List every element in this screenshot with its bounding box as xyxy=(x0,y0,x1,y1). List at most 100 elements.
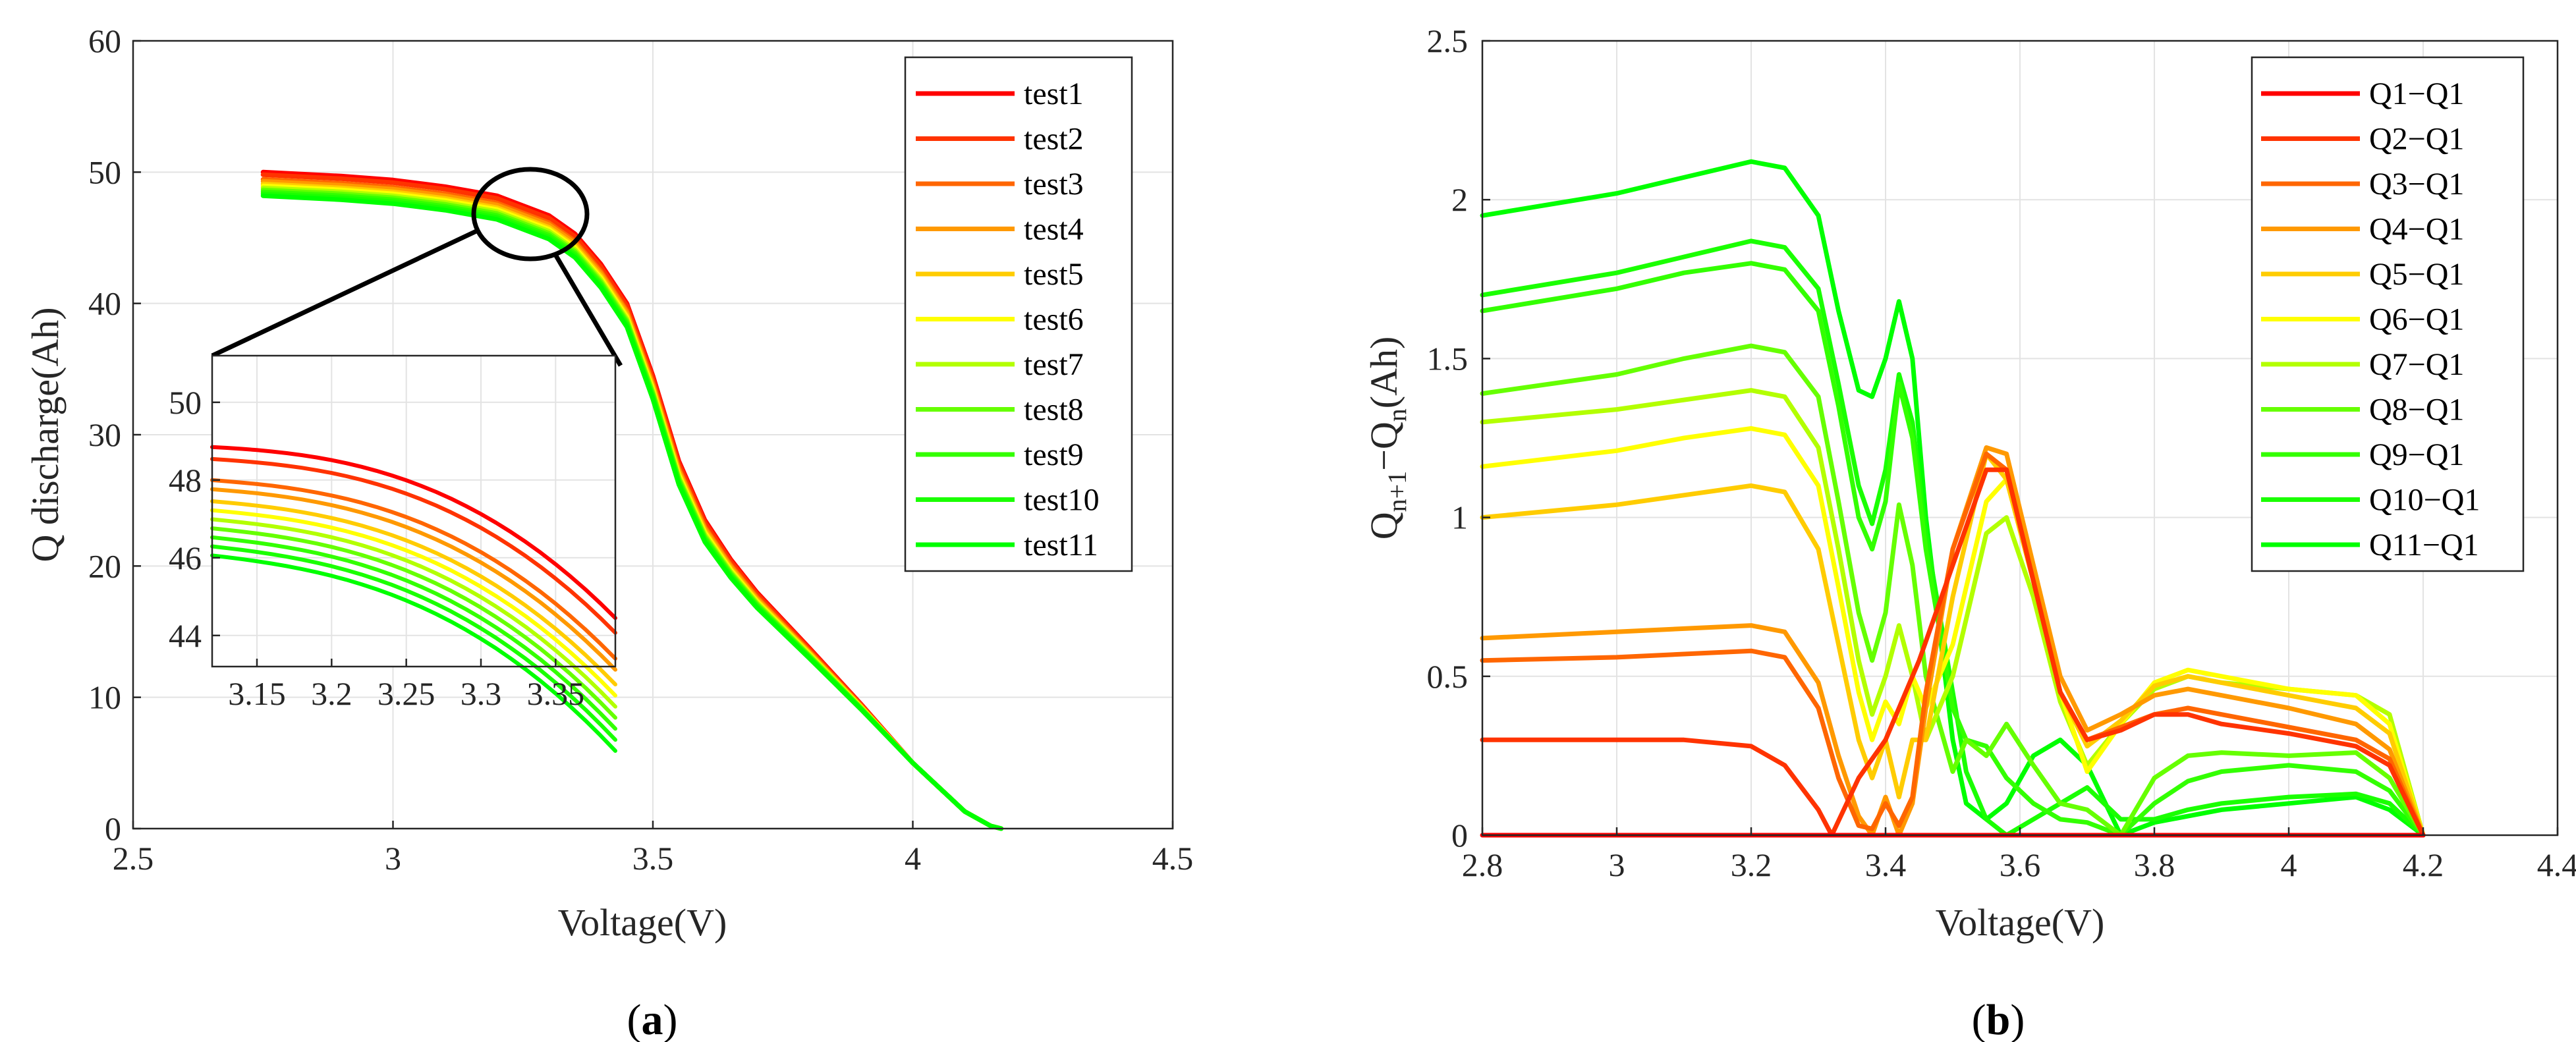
panel-b-legend-box xyxy=(2251,56,2525,572)
panel-a-ylabel: Q discharge(Ah) xyxy=(24,307,67,562)
inset-xtick-label: 3.25 xyxy=(378,675,435,712)
panel-b-xtick-label: 3.4 xyxy=(1865,846,1907,883)
panel-a-series-line xyxy=(260,193,1004,831)
legend-label: Q6−Q1 xyxy=(2369,302,2464,337)
panel-b-series-line xyxy=(1480,238,2426,838)
inset-zoom-plot: 3.15 3.2 3.25 3.3 3.35 44 46 48 50 xyxy=(169,354,617,753)
inset-series-line xyxy=(210,456,617,635)
legend-label: Q4−Q1 xyxy=(2369,212,2464,247)
inset-series-line xyxy=(210,517,617,709)
panel-a-ticks: 2.5 3 3.5 4 4.5 0 10 20 30 40 50 60 xyxy=(88,22,1193,877)
legend-label: test3 xyxy=(1024,167,1084,202)
panel-b-series-line xyxy=(1480,261,2426,838)
legend-label: Q1−Q1 xyxy=(2369,76,2464,111)
panel-a: 2.5 3 3.5 4 4.5 0 10 20 30 40 50 60 Voltage(V) Q di… xyxy=(24,22,1193,1042)
inset-xtick-label: 3.3 xyxy=(461,675,502,712)
panel-b-xtick-label: 4.4 xyxy=(2537,846,2576,883)
legend-label: Q3−Q1 xyxy=(2369,167,2464,202)
inset-series-line xyxy=(210,508,617,698)
zoom-line-right xyxy=(552,252,623,367)
inset-series-line xyxy=(210,544,617,742)
legend-label: test7 xyxy=(1024,347,1084,382)
inset-ytick-label: 44 xyxy=(169,617,202,654)
panel-b-caption: (b) xyxy=(1972,996,2025,1042)
panel-b-series-line xyxy=(1480,451,2426,838)
inset-ytick-label: 50 xyxy=(169,384,202,421)
legend-label: Q2−Q1 xyxy=(2369,122,2464,157)
legend-label: Q5−Q1 xyxy=(2369,257,2464,292)
legend-label: test2 xyxy=(1024,122,1084,157)
panel-a-xtick-label: 3.5 xyxy=(632,840,674,877)
panel-a-series xyxy=(260,169,1004,831)
ylabel-sub-n: n xyxy=(1382,408,1412,422)
panel-b-legend: Q1−Q1 Q2−Q1 Q3−Q1 Q4−Q1 Q5−Q1 Q6−Q1 Q7−Q1 Q8−Q1… xyxy=(2251,56,2525,572)
panel-a-ytick-label: 10 xyxy=(88,679,121,716)
inset-xtick-label: 3.35 xyxy=(527,675,585,712)
panel-b-xtick-label: 3.2 xyxy=(1731,846,1772,883)
panel-b-ytick-label: 0 xyxy=(1451,817,1468,854)
panel-b-xtick-label: 3 xyxy=(1609,846,1625,883)
panel-a-xlabel: Voltage(V) xyxy=(558,901,727,944)
panel-b-caption-letter: b xyxy=(1986,996,2011,1042)
inset-xtick-label: 3.15 xyxy=(228,675,286,712)
ylabel-minus-q: −Q xyxy=(1362,422,1405,471)
panel-b-xtick-label: 2.8 xyxy=(1462,846,1503,883)
panel-a-caption-letter: a xyxy=(642,996,663,1042)
zoom-ellipse xyxy=(471,167,590,261)
zoom-line-left xyxy=(211,228,479,358)
panel-b-ytick-label: 1 xyxy=(1451,499,1468,536)
inset-ticks: 3.15 3.2 3.25 3.3 3.35 44 46 48 50 xyxy=(169,384,584,712)
legend-label: test10 xyxy=(1024,483,1100,518)
legend-label: test4 xyxy=(1024,212,1084,247)
ylabel-sub-n1: n+1 xyxy=(1382,471,1412,512)
panel-b-series-line xyxy=(1480,451,2426,838)
panel-a-ytick-label: 50 xyxy=(88,153,121,190)
inset-background xyxy=(212,356,615,667)
legend-label: test8 xyxy=(1024,393,1084,427)
panel-b-xtick-label: 4 xyxy=(2281,846,2297,883)
legend-label: test6 xyxy=(1024,302,1084,337)
ylabel-unit: (Ah) xyxy=(1362,337,1405,409)
inset-series-line xyxy=(210,445,617,620)
panel-a-xtick-label: 4.5 xyxy=(1152,840,1194,877)
panel-a-legend: test1 test2 test3 test4 test5 test6 test7 test8… xyxy=(904,56,1133,572)
panel-a-ytick-label: 60 xyxy=(88,22,121,59)
panel-b-ytick-label: 1.5 xyxy=(1427,340,1469,377)
panel-b: 2.8 3 3.2 3.4 3.6 3.8 4 4.2 4.4 0 0.5 1 1.5 2 2.5 Volt… xyxy=(1362,22,2576,1042)
panel-a-legend-box xyxy=(904,56,1133,572)
panel-b-series-line xyxy=(1480,467,2426,838)
panel-a-ytick-label: 40 xyxy=(88,285,121,322)
panel-a-ytick-label: 20 xyxy=(88,547,121,584)
panel-b-ticks: 2.8 3 3.2 3.4 3.6 3.8 4 4.2 4.4 0 0.5 1 1.5 2 2.5 xyxy=(1427,22,2576,883)
panel-a-xtick-label: 4 xyxy=(905,840,921,877)
inset-ytick-label: 48 xyxy=(169,462,202,499)
legend-label: test11 xyxy=(1024,528,1098,562)
panel-a-xtick-label: 3 xyxy=(385,840,401,877)
panel-b-xlabel: Voltage(V) xyxy=(1936,901,2105,944)
legend-label: Q10−Q1 xyxy=(2369,483,2480,518)
panel-b-ytick-label: 2.5 xyxy=(1427,22,1469,59)
inset-series-line xyxy=(210,499,617,687)
panel-b-xtick-label: 3.6 xyxy=(2000,846,2041,883)
panel-b-ytick-label: 2 xyxy=(1451,181,1468,218)
inset-series-line xyxy=(210,526,617,720)
inset-ytick-label: 46 xyxy=(169,539,202,576)
panel-b-xtick-label: 3.8 xyxy=(2134,846,2175,883)
panel-b-series-line xyxy=(1480,159,2426,838)
legend-label: Q11−Q1 xyxy=(2369,528,2479,562)
panel-a-caption: (a) xyxy=(627,996,678,1042)
legend-label: test9 xyxy=(1024,437,1084,472)
panel-a-ytick-label: 30 xyxy=(88,416,121,453)
panel-a-xtick-label: 2.5 xyxy=(113,840,154,877)
panel-a-ytick-label: 0 xyxy=(105,810,121,847)
legend-label: Q8−Q1 xyxy=(2369,393,2464,427)
inset-axes-box xyxy=(211,354,617,668)
legend-label: Q9−Q1 xyxy=(2369,437,2464,472)
panel-b-series-line xyxy=(1480,426,2426,838)
inset-xtick-label: 3.2 xyxy=(311,675,352,712)
legend-label: Q7−Q1 xyxy=(2369,347,2464,382)
panel-b-ytick-label: 0.5 xyxy=(1427,658,1469,695)
panel-b-xtick-label: 4.2 xyxy=(2403,846,2444,883)
inset-series-line xyxy=(210,478,617,661)
